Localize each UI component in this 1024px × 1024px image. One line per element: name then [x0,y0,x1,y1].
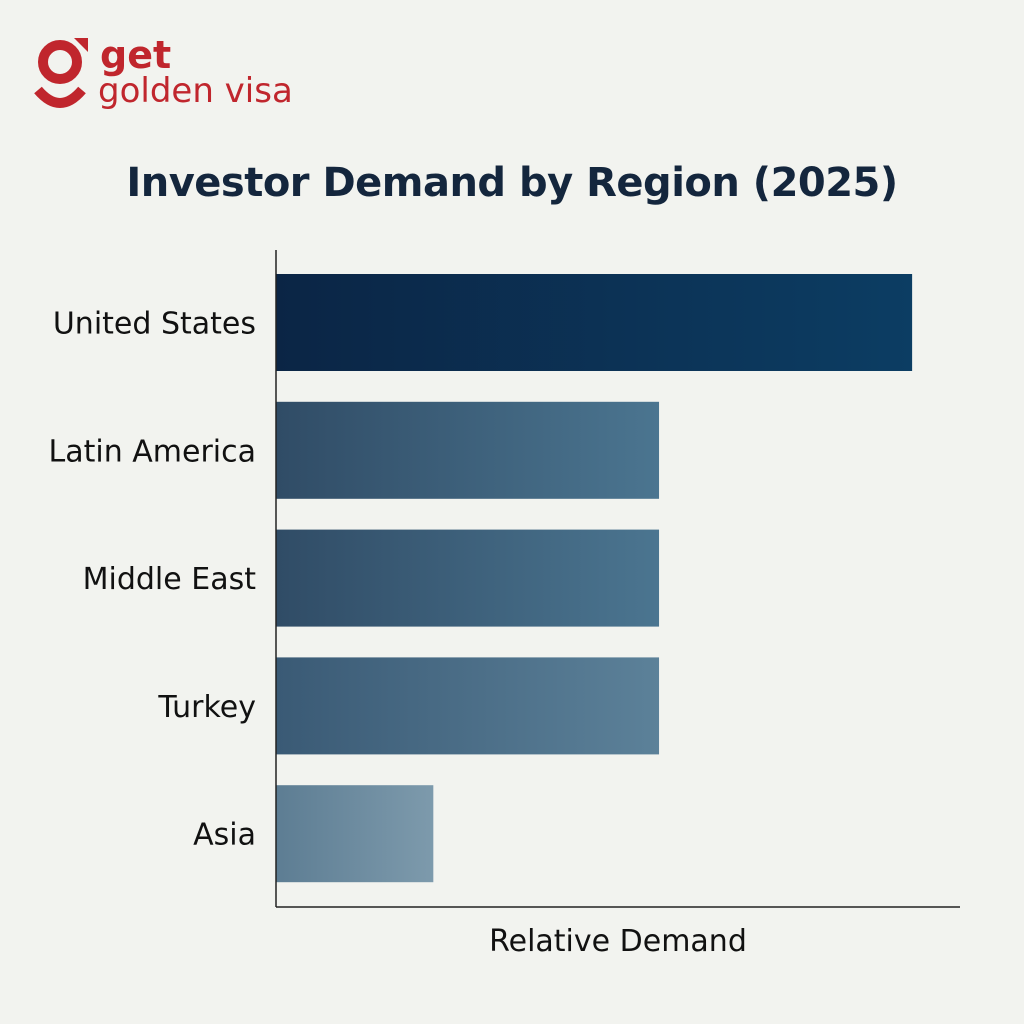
bar-asia [276,785,434,883]
y-tick-label: Latin America [49,434,257,469]
logo-text-get: get [100,33,172,77]
y-tick-label: United States [53,307,256,342]
bar-latin-america [276,401,660,499]
chart-title: Investor Demand by Region (2025) [126,160,898,206]
y-tick-label: Middle East [83,562,257,597]
logo-mark-icon [34,38,88,108]
logo-text-golden-visa: golden visa [98,71,293,111]
bar-turkey [276,657,660,755]
y-tick-label: Turkey [157,690,256,725]
bar-middle-east [276,529,660,627]
bar-united-states [276,274,913,371]
x-axis-label: Relative Demand [489,924,747,959]
y-tick-label: Asia [193,818,256,853]
